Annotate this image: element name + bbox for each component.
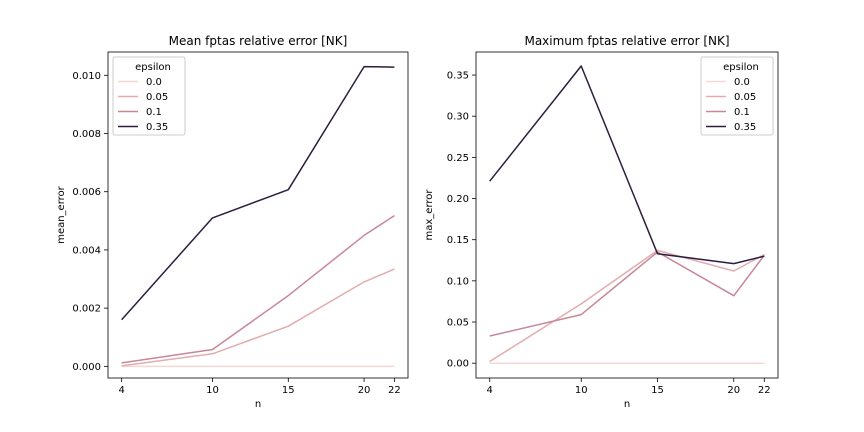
x-tick-label: 10 <box>206 385 219 396</box>
x-tick-label: 22 <box>758 385 771 396</box>
legend-label-0.0: 0.0 <box>734 77 750 88</box>
y-tick-label: 0.05 <box>447 318 469 329</box>
legend-label-0.35: 0.35 <box>146 122 168 133</box>
legend-label-0.35: 0.35 <box>734 122 756 133</box>
chart-title: Maximum fptas relative error [NK] <box>524 34 729 48</box>
series-line-0.05 <box>121 268 395 367</box>
legend-label-0.1: 0.1 <box>146 107 162 118</box>
x-tick-label: 20 <box>358 385 371 396</box>
y-tick-label: 0.10 <box>447 276 469 287</box>
y-tick-label: 0.010 <box>72 71 101 82</box>
legend-label-0.0: 0.0 <box>146 77 162 88</box>
chart-panel-2: Maximum fptas relative error [NK] 4 10 15 20… <box>424 34 779 410</box>
y-tick-label: 0.25 <box>447 153 469 164</box>
y-tick-label: 0.20 <box>447 194 469 205</box>
x-tick-label: 15 <box>651 385 664 396</box>
series-line-0.05 <box>489 249 765 363</box>
series-line-0.1 <box>489 251 765 337</box>
y-tick-label: 0.30 <box>447 112 469 123</box>
legend-box <box>112 56 186 136</box>
y-tick-label: 0.002 <box>72 304 101 315</box>
chart-title: Mean fptas relative error [NK] <box>169 34 348 48</box>
x-tick-label: 22 <box>388 385 401 396</box>
x-axis-label: n <box>255 399 261 410</box>
legend: epsilon 0.0 0.05 0.1 0.35 <box>700 56 774 136</box>
y-tick-label: 0.00 <box>447 359 469 370</box>
series-line-0.35 <box>489 65 765 265</box>
legend-label-0.1: 0.1 <box>734 107 750 118</box>
y-axis-label: mean_error <box>56 185 67 243</box>
y-axis-label: max_error <box>424 189 435 241</box>
legend-box <box>700 56 774 136</box>
x-tick-label: 10 <box>575 385 588 396</box>
x-tick-label: 4 <box>487 385 493 396</box>
y-tick-label: 0.004 <box>72 245 101 256</box>
series-line-0.1 <box>121 214 395 364</box>
plot-area-frame <box>475 51 779 379</box>
x-tick-label: 15 <box>282 385 295 396</box>
chart-panel-1: Mean fptas relative error [NK] 4 10 15 20 22 0… <box>56 34 409 410</box>
x-tick-label: 20 <box>727 385 740 396</box>
y-tick-label: 0.15 <box>447 235 469 246</box>
x-tick-label: 4 <box>118 385 124 396</box>
series-line-0.35 <box>121 65 395 321</box>
legend: epsilon 0.0 0.05 0.1 0.35 <box>112 56 186 136</box>
plot-area-frame <box>107 51 409 379</box>
x-axis-label: n <box>624 399 630 410</box>
legend-label-0.05: 0.05 <box>734 92 756 103</box>
legend-label-0.05: 0.05 <box>146 92 168 103</box>
y-tick-label: 0.006 <box>72 187 101 198</box>
legend-title: epsilon <box>135 62 171 73</box>
y-tick-label: 0.008 <box>72 129 101 140</box>
y-tick-label: 0.000 <box>72 362 101 373</box>
y-tick-label: 0.35 <box>447 71 469 82</box>
legend-title: epsilon <box>723 62 759 73</box>
